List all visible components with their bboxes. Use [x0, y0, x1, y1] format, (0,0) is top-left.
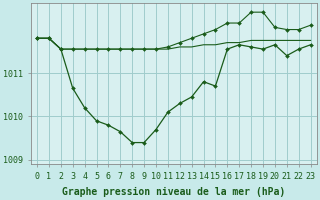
X-axis label: Graphe pression niveau de la mer (hPa): Graphe pression niveau de la mer (hPa) — [62, 186, 285, 197]
